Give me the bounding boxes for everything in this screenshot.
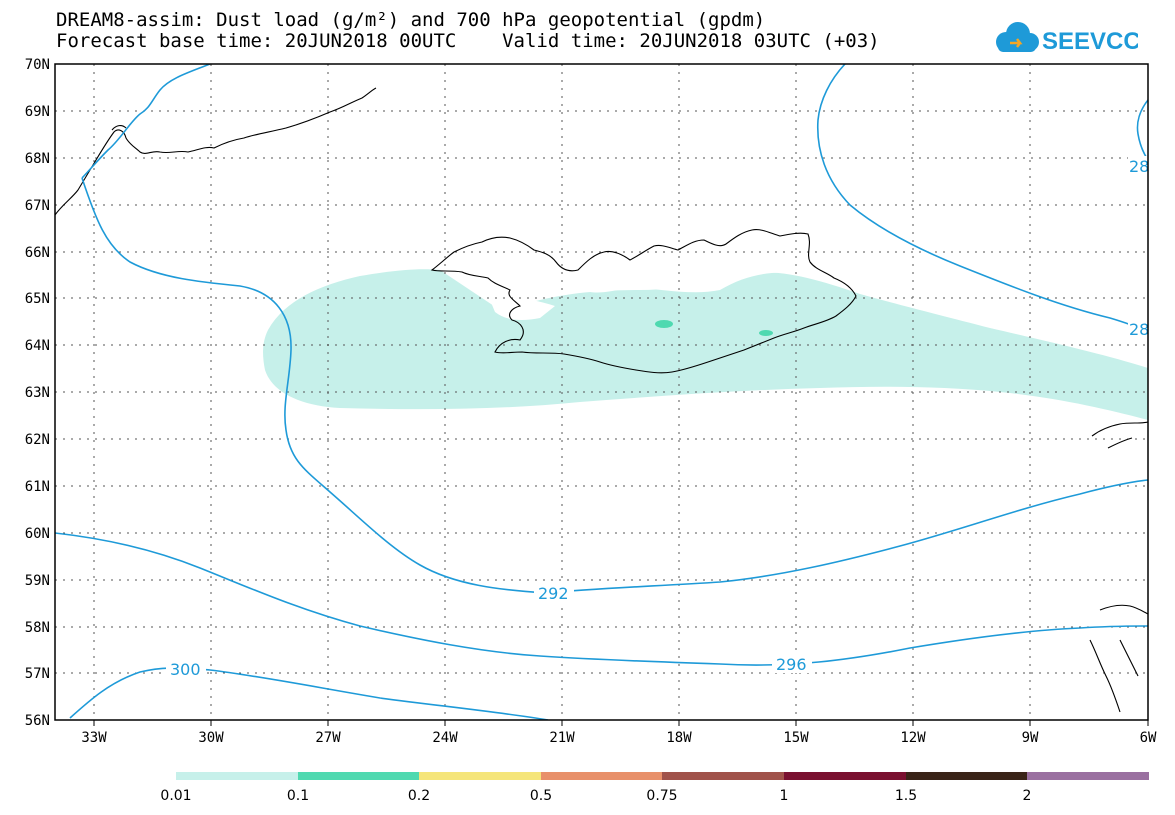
legend-swatch: [419, 772, 541, 780]
graticule: [55, 64, 1148, 720]
contour-northwest: [81, 64, 211, 179]
legend-label: 0.2: [408, 788, 430, 804]
cloud-icon: [996, 22, 1039, 52]
coastlines: [55, 87, 1148, 713]
contour-label: 28: [1129, 320, 1149, 339]
lat-label: 60N: [25, 526, 50, 542]
logo-text: SEEVCCC: [1042, 28, 1138, 55]
greenland-coast: [55, 87, 377, 216]
lat-label: 56N: [25, 713, 50, 729]
lon-label: 6W: [1140, 730, 1157, 746]
lon-label: 30W: [198, 730, 224, 746]
contour-north-east: [816, 64, 1148, 333]
plot-frame: [54, 63, 1149, 721]
lon-label: 9W: [1022, 730, 1039, 746]
contour-300: [69, 667, 549, 720]
contour-296: [55, 532, 1148, 666]
lat-label: 57N: [25, 666, 50, 682]
legend-label: 1: [780, 788, 789, 804]
lat-label: 69N: [25, 104, 50, 120]
lat-label: 63N: [25, 385, 50, 401]
seevccc-logo: SEEVCCC: [996, 22, 1138, 55]
lon-label: 27W: [315, 730, 341, 746]
latitude-labels: 70N 69N 68N 67N 66N 65N 64N 63N 62N 61N …: [25, 57, 50, 729]
contour-label: 300: [170, 660, 201, 679]
contour-label: 28: [1129, 157, 1149, 176]
legend-label: 2: [1023, 788, 1032, 804]
contour-292: [81, 177, 1148, 594]
lat-label: 64N: [25, 338, 50, 354]
dust-plume: [263, 269, 1148, 420]
iceland-coast: [430, 229, 857, 374]
legend-label: 0.5: [530, 788, 552, 804]
dust-patch: [655, 320, 673, 328]
lat-label: 65N: [25, 291, 50, 307]
legend-label: 0.1: [287, 788, 309, 804]
lon-label: 18W: [666, 730, 692, 746]
lat-label: 67N: [25, 198, 50, 214]
lon-label: 21W: [549, 730, 575, 746]
contour-label: 296: [776, 655, 807, 674]
legend-label: 1.5: [895, 788, 917, 804]
lat-label: 66N: [25, 245, 50, 261]
legend-swatch: [662, 772, 784, 780]
legend-label: 0.01: [160, 788, 191, 804]
longitude-labels: 33W 30W 27W 24W 21W 18W 15W 12W 9W 6W: [81, 730, 1157, 746]
lat-label: 68N: [25, 151, 50, 167]
lat-label: 61N: [25, 479, 50, 495]
dust-patch: [759, 330, 773, 336]
lon-label: 24W: [432, 730, 458, 746]
lon-label: 33W: [81, 730, 107, 746]
map-title: DREAM8-assim: Dust load (g/m²) and 700 h…: [56, 9, 766, 31]
forecast-time-line: Forecast base time: 20JUN2018 00UTC Vali…: [56, 30, 880, 52]
legend-labels: 0.01 0.1 0.2 0.5 0.75 1 1.5 2: [160, 788, 1031, 804]
legend-label: 0.75: [646, 788, 677, 804]
lat-label: 59N: [25, 573, 50, 589]
contour-label: 292: [538, 584, 569, 603]
legend-swatch: [784, 772, 906, 780]
legend-swatch: [541, 772, 662, 780]
geopotential-contours: [55, 64, 1148, 720]
legend-colorbar: [176, 772, 1149, 780]
legend-swatch: [1027, 772, 1149, 780]
legend-swatch: [906, 772, 1027, 780]
lon-label: 15W: [783, 730, 809, 746]
legend-swatch: [298, 772, 419, 780]
lat-label: 62N: [25, 432, 50, 448]
lon-label: 12W: [900, 730, 926, 746]
lat-label: 70N: [25, 57, 50, 73]
lat-label: 58N: [25, 620, 50, 636]
legend-swatch: [176, 772, 298, 780]
